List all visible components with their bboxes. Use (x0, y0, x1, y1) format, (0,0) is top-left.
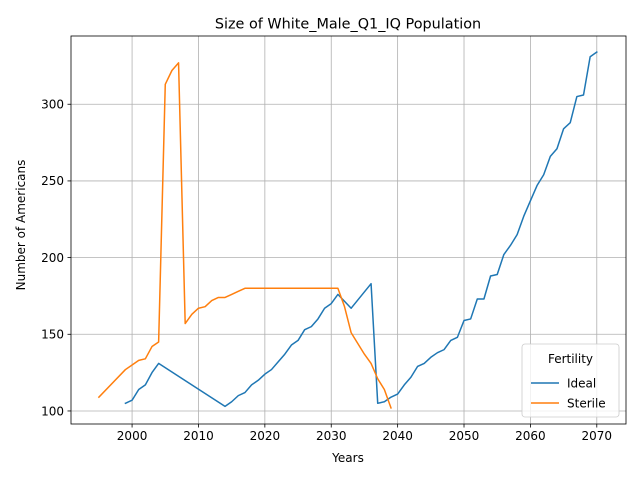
x-tick-label: 2000 (117, 429, 148, 443)
x-tick-label: 2020 (250, 429, 281, 443)
x-tick-label: 2050 (449, 429, 480, 443)
x-tick-label: 2040 (382, 429, 413, 443)
legend: Fertility Ideal Sterile (521, 343, 620, 418)
series-line-ideal (124, 51, 598, 408)
y-tick-label: 300 (41, 98, 64, 112)
y-tick-label: 100 (41, 404, 64, 418)
y-tick-label: 250 (41, 174, 64, 188)
legend-title: Fertility (548, 352, 593, 366)
x-tick-label: 2060 (515, 429, 546, 443)
series-line-sterile (97, 62, 392, 409)
legend-label-ideal: Ideal (567, 376, 596, 390)
legend-label-sterile: Sterile (567, 396, 606, 410)
plot-area: 2000 2010 2020 2030 2040 2050 2060 2070 100 150 20… (41, 35, 627, 443)
axes-frame (70, 35, 627, 425)
x-tick-label: 2030 (316, 429, 347, 443)
legend-box (521, 343, 620, 418)
chart-title: Size of White_Male_Q1_IQ Population (215, 17, 481, 33)
y-axis-label: Number of Americans (14, 160, 28, 291)
y-tick-label: 200 (41, 251, 64, 265)
x-tick-label: 2070 (582, 429, 613, 443)
y-tick-label: 150 (41, 328, 64, 342)
x-tick-label: 2010 (183, 429, 214, 443)
x-axis-label: Years (331, 451, 364, 465)
